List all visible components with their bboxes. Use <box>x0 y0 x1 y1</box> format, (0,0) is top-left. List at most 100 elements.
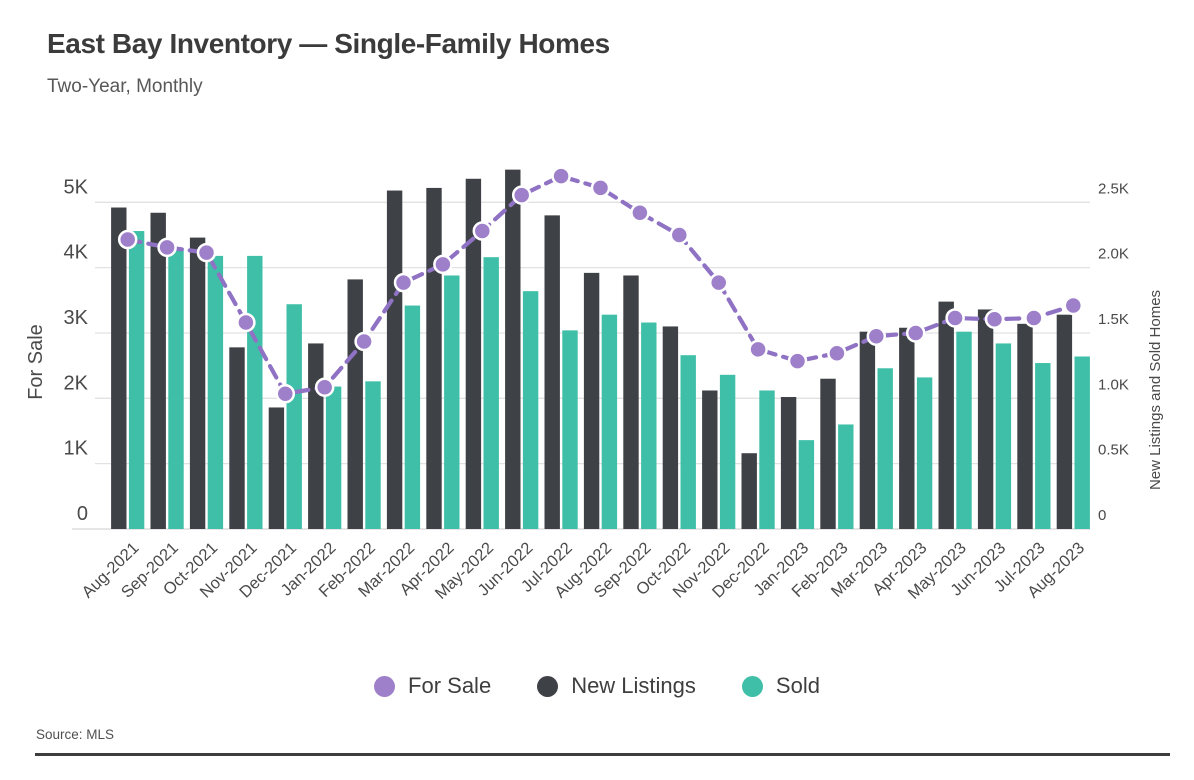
right-axis-title: New Listings and Sold Homes <box>1147 290 1164 490</box>
right-axis-tick-label: 2.5K <box>1098 180 1129 197</box>
point-for-sale <box>236 312 256 333</box>
bar-new-listings <box>741 453 757 529</box>
bar-new-listings <box>583 272 600 529</box>
point-for-sale <box>590 178 611 198</box>
point-for-sale <box>905 323 926 343</box>
bar-sold <box>916 377 933 529</box>
point-for-sale <box>984 309 1005 330</box>
bar-sold <box>995 343 1012 529</box>
point-for-sale <box>1063 295 1084 316</box>
point-for-sale <box>433 254 453 275</box>
bar-sold <box>325 386 342 529</box>
bar-sold <box>1035 363 1051 529</box>
chart-title: East Bay Inventory — Single-Family Homes <box>47 28 610 59</box>
bar-sold <box>483 257 499 529</box>
point-for-sale <box>551 166 571 186</box>
bar-sold <box>1074 356 1090 529</box>
left-axis-tick-label: 3K <box>64 307 89 329</box>
bar-sold <box>365 381 381 529</box>
bar-sold <box>404 305 421 529</box>
right-axis-tick-label: 0.5K <box>1098 442 1129 459</box>
legend-swatch-sold <box>741 675 763 697</box>
bar-new-listings <box>268 407 285 529</box>
bar-new-listings <box>977 309 994 529</box>
bar-sold <box>877 368 893 529</box>
bar-new-listings <box>426 187 442 529</box>
left-axis-tick-label: 2K <box>64 372 89 394</box>
point-for-sale <box>1024 308 1044 328</box>
bar-sold <box>207 255 224 530</box>
bar-new-listings <box>623 275 639 529</box>
bar-sold <box>838 424 854 529</box>
bar-new-listings <box>702 390 718 529</box>
point-for-sale <box>275 383 296 404</box>
bar-sold <box>956 331 972 529</box>
bar-sold <box>641 322 657 529</box>
source-note: Source: MLS <box>36 727 115 742</box>
bar-sold <box>522 291 539 529</box>
right-axis-tick-label: 2.0K <box>1098 246 1129 263</box>
right-axis-tick-label: 0 <box>1098 507 1106 524</box>
point-for-sale <box>945 308 965 328</box>
bar-new-listings <box>1017 323 1033 529</box>
point-for-sale <box>866 326 887 346</box>
legend-item-sold: Sold <box>741 673 820 699</box>
bar-new-listings <box>308 343 324 529</box>
line-for-sale <box>125 173 1076 397</box>
bar-sold <box>601 314 618 529</box>
point-for-sale <box>669 225 690 245</box>
bar-sold <box>562 330 578 529</box>
point-for-sale <box>354 331 374 352</box>
point-for-sale <box>787 351 808 371</box>
point-for-sale <box>196 242 217 263</box>
bar-sold <box>168 248 184 529</box>
point-for-sale <box>472 221 493 241</box>
point-for-sale <box>748 339 768 360</box>
bar-new-listings <box>465 178 482 530</box>
left-axis-title: For Sale <box>25 324 47 400</box>
bar-sold <box>444 275 460 529</box>
left-axis-tick-label: 0 <box>77 503 88 525</box>
bar-sold <box>247 255 263 530</box>
left-axis-tick-label: 4K <box>64 242 89 264</box>
bar-new-listings <box>780 397 797 529</box>
right-axis-tick-label: 1.0K <box>1098 376 1129 393</box>
bar-new-listings <box>189 237 206 529</box>
bar-sold <box>719 374 736 529</box>
bar-new-listings <box>111 207 127 529</box>
bar-sold <box>759 390 775 529</box>
point-for-sale <box>511 185 532 205</box>
bar-new-listings <box>859 331 876 529</box>
bottom-divider <box>35 753 1170 756</box>
bar-sold <box>680 355 696 529</box>
bar-new-listings <box>150 212 166 529</box>
legend-label-sold: Sold <box>775 673 820 698</box>
bar-sold <box>798 440 815 529</box>
bar-sold <box>286 304 302 529</box>
bar-new-listings <box>544 215 560 530</box>
legend-label-for-sale: For Sale <box>408 673 492 698</box>
right-axis-tick-label: 1.5K <box>1098 311 1129 328</box>
point-for-sale <box>117 229 138 250</box>
point-for-sale <box>393 272 414 293</box>
bar-new-listings <box>899 327 915 529</box>
bar-new-listings <box>1056 314 1073 529</box>
point-for-sale <box>708 272 729 293</box>
point-for-sale <box>630 203 650 223</box>
legend-swatch-new-listings <box>537 675 559 697</box>
chart-subtitle: Two-Year, Monthly <box>47 76 203 97</box>
bar-new-listings <box>386 190 403 529</box>
bar-new-listings <box>662 326 679 529</box>
bar-new-listings <box>347 279 363 529</box>
point-for-sale <box>157 237 177 258</box>
left-axis-tick-label: 5K <box>64 176 89 198</box>
point-for-sale <box>827 343 847 363</box>
legend-swatch-for-sale <box>374 675 396 697</box>
bar-new-listings <box>505 169 521 529</box>
legend-label-new-listings: New Listings <box>571 673 696 698</box>
bar-new-listings <box>229 347 245 529</box>
point-for-sale <box>314 377 335 397</box>
bar-sold <box>128 231 145 529</box>
